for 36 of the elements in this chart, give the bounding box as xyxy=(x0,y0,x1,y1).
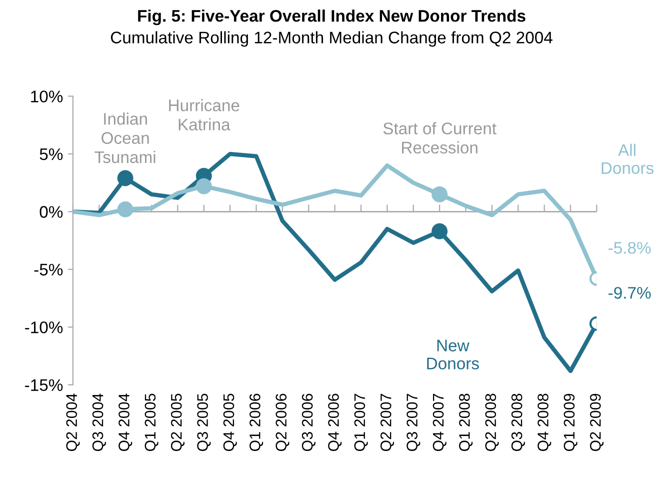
x-tick-label: Q4 2008 xyxy=(538,394,552,452)
data-label: -9.7% xyxy=(608,286,651,299)
y-tick-label: -5% xyxy=(34,264,63,276)
y-tick-label: 0% xyxy=(40,206,63,218)
x-tick-label: Q2 2009 xyxy=(590,394,604,452)
y-tick-label: 5% xyxy=(40,148,63,160)
x-tick-label: Q1 2006 xyxy=(250,394,264,452)
x-tick-label: Q4 2005 xyxy=(223,394,237,452)
annotation: Hurricane Katrina xyxy=(169,99,240,130)
x-tick-label: Q1 2005 xyxy=(144,394,158,452)
x-tick-label: Q4 2007 xyxy=(432,394,446,452)
annotation: Start of Current Recession xyxy=(383,122,496,154)
x-tick-label: Q2 2004 xyxy=(66,394,80,452)
x-tick-label: Q2 2007 xyxy=(380,394,394,452)
x-tick-label: Q3 2006 xyxy=(302,394,316,452)
x-tick-label: Q3 2008 xyxy=(511,394,525,452)
x-tick-label: Q2 2006 xyxy=(276,394,290,452)
x-tick-label: Q4 2004 xyxy=(118,394,132,452)
x-tick-label: Q3 2005 xyxy=(197,394,211,452)
x-tick-label: Q1 2007 xyxy=(354,394,368,452)
x-tick-label: Q2 2008 xyxy=(485,394,499,452)
annotation: Indian Ocean Tsunami xyxy=(94,112,156,164)
y-tick-label: -15% xyxy=(25,379,63,392)
chart-title: Fig. 5: Five-Year Overall Index New Donor Trends xyxy=(138,10,526,26)
y-tick-label: 10% xyxy=(31,90,63,102)
x-tick-label: Q1 2008 xyxy=(459,394,473,452)
x-tick-label: Q2 2005 xyxy=(170,394,185,452)
x-tick-label: Q3 2004 xyxy=(92,394,106,452)
y-tick-label: -10% xyxy=(25,321,63,334)
x-tick-label: Q4 2006 xyxy=(328,394,342,452)
text: New Donors xyxy=(427,340,479,370)
text: All Donors xyxy=(602,144,654,174)
x-tick-label: Q1 2009 xyxy=(564,394,578,452)
data-label: -5.8% xyxy=(608,242,651,254)
chart-subtitle: Cumulative Rolling 12-Month Median Change from Q2 2004 xyxy=(110,31,552,47)
x-tick-label: Q3 2007 xyxy=(406,394,420,452)
